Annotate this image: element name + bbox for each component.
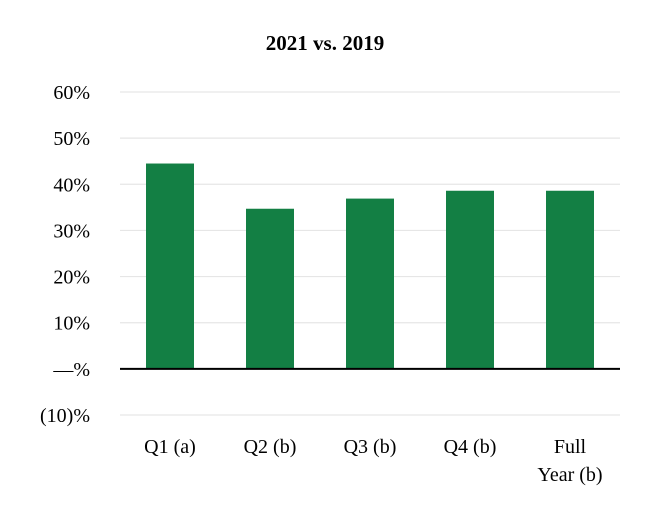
x-category-label-line: Year (b) <box>537 464 602 486</box>
chart-title: 2021 vs. 2019 <box>266 31 384 55</box>
bar <box>446 190 494 369</box>
y-tick-label: (10)% <box>40 405 90 427</box>
y-tick-label: 50% <box>53 128 90 150</box>
x-category-label: Q2 (b) <box>244 436 297 458</box>
bars <box>146 163 594 369</box>
bar <box>146 163 194 369</box>
y-tick-label: 30% <box>53 220 90 242</box>
y-tick-label: 10% <box>53 313 90 335</box>
y-tick-label: 20% <box>53 267 90 289</box>
x-category-label: Q4 (b) <box>444 436 497 458</box>
x-category-label-line: Q2 (b) <box>244 436 297 458</box>
x-category-label-line: Q4 (b) <box>444 436 497 458</box>
x-category-label-line: Q3 (b) <box>344 436 397 458</box>
x-category-label-line: Q1 (a) <box>144 436 196 458</box>
x-category-label-line: Full <box>554 436 587 458</box>
bar <box>546 190 594 369</box>
y-tick-label: 60% <box>53 82 90 104</box>
bar <box>246 208 294 369</box>
x-category-label: Q1 (a) <box>144 436 196 458</box>
bar <box>346 198 394 369</box>
x-category-label: Full Year (b) <box>537 436 602 486</box>
y-tick-label: 40% <box>53 174 90 196</box>
x-category-label: Q3 (b) <box>344 436 397 458</box>
x-axis-labels: Q1 (a) Q2 (b) Q3 (b) Q4 (b) Full Year (b) <box>144 436 602 486</box>
y-tick-label: —% <box>52 359 90 381</box>
y-axis-ticks: (10)% —% 10% 20% 30% 40% 50% 60% <box>40 82 90 427</box>
